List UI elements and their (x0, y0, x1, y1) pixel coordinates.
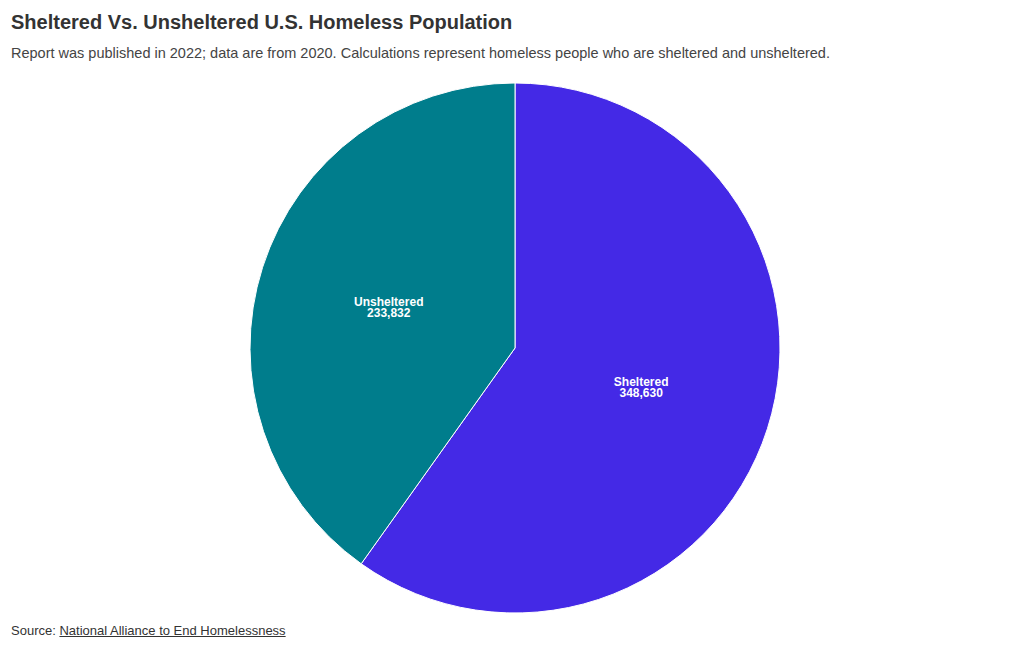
svg-text:Sheltered348,630: Sheltered348,630 (614, 375, 669, 400)
html-text:Source: National Alliance to E: Source: National Alliance to End Homeles… (11, 623, 286, 638)
html-text:Report was published in 2022;: Report was published in 2022; data are f… (11, 45, 830, 61)
html-text:Sheltered Vs. Unsheltered U.S.: Sheltered Vs. Unsheltered U.S. Homeless … (11, 11, 513, 33)
svg-text:Unsheltered233,832: Unsheltered233,832 (354, 295, 423, 320)
